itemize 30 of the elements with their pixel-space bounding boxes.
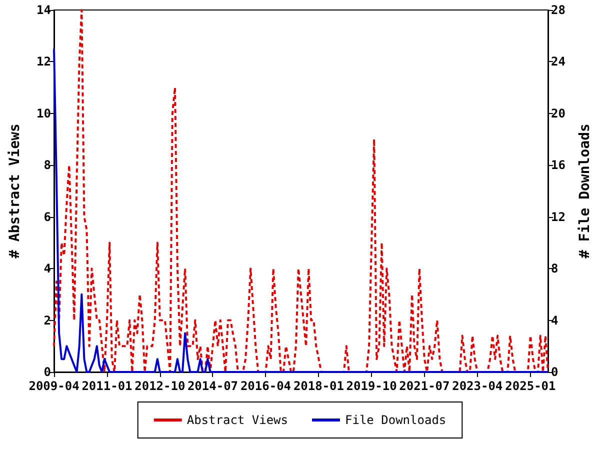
y2-axis-title: # File Downloads — [577, 124, 593, 258]
y-tick-label: 4 — [44, 262, 51, 276]
y2-tick-label: 12 — [551, 210, 566, 224]
y-tick-label: 10 — [36, 106, 51, 120]
x-tick-label: 2021-07 — [399, 379, 450, 393]
y-tick-label: 0 — [44, 365, 51, 379]
y2-tick-label: 24 — [551, 54, 566, 69]
y2-tick-label: 28 — [551, 3, 566, 17]
y2-tick-label: 4 — [551, 313, 558, 328]
y2-tick-label: 16 — [551, 158, 566, 172]
legend-label: File Downloads — [345, 413, 446, 427]
y-tick-label: 8 — [44, 158, 51, 172]
x-tick-label: 2023-04 — [452, 379, 503, 393]
y-tick-label: 6 — [44, 210, 51, 224]
x-tick-label: 2009-04 — [28, 379, 80, 393]
x-tick-label: 2016-04 — [240, 379, 292, 393]
x-tick-label: 2014-07 — [187, 379, 238, 393]
y-tick-label: 12 — [36, 54, 51, 69]
legend-label: Abstract Views — [186, 413, 288, 427]
x-tick-label: 2019-10 — [346, 379, 397, 393]
x-tick-label: 2011-01 — [82, 379, 132, 393]
x-tick-label: 2025-01 — [505, 379, 556, 393]
x-tick-label: 2018-01 — [293, 379, 344, 393]
y-axis-title: # Abstract Views — [7, 124, 23, 258]
y2-tick-label: 20 — [551, 106, 566, 120]
x-tick-label: 2012-10 — [134, 379, 186, 393]
y2-tick-label: 8 — [551, 262, 558, 276]
y-tick-label: 14 — [36, 3, 51, 17]
y2-tick-label: 0 — [551, 365, 558, 379]
y-tick-label: 2 — [44, 313, 51, 328]
